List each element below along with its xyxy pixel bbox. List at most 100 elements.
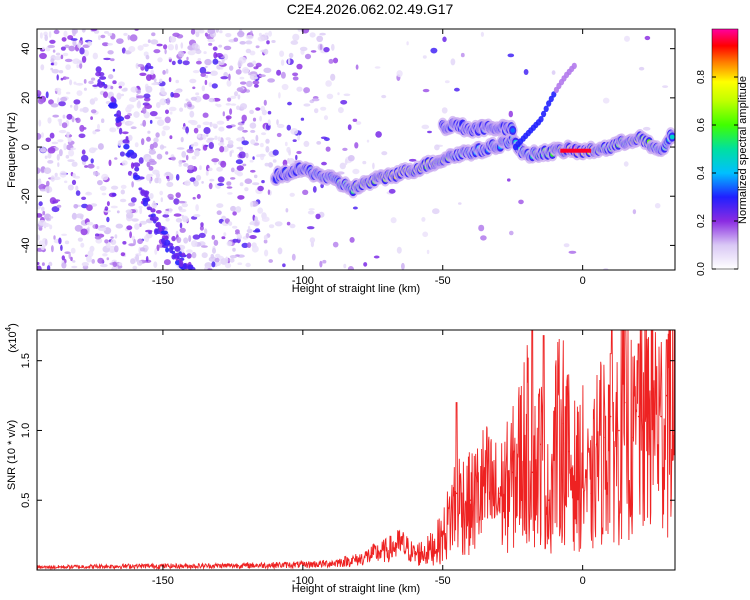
x-tick-label: -50 xyxy=(435,575,451,587)
spectrogram-noise-speckle xyxy=(422,88,430,93)
spectrogram-y-axis-label: Frequency (Hz) xyxy=(6,112,18,188)
spectrogram-noise-speckle xyxy=(308,208,315,211)
spectrogram-noise-speckle xyxy=(58,129,67,134)
spectrogram-noise-speckle xyxy=(86,255,92,263)
spectrogram-noise-speckle xyxy=(75,117,81,124)
spectrogram-noise-speckle xyxy=(68,149,75,157)
spectrogram-noise-speckle xyxy=(136,89,141,95)
spectrogram-noise-speckle xyxy=(237,30,245,38)
spectrogram-noise-speckle xyxy=(178,206,183,211)
spectrogram-noise-speckle xyxy=(454,87,460,92)
spectrogram-noise-speckle xyxy=(198,29,205,34)
spectrogram-noise-speckle xyxy=(42,210,46,216)
spectrogram-noise-speckle xyxy=(70,38,78,41)
spectrogram-noise-speckle xyxy=(87,250,94,258)
spectrogram-noise-speckle xyxy=(152,142,158,148)
spectrogram-noise-speckle xyxy=(185,126,190,134)
snr-data-point xyxy=(414,552,416,555)
spectrogram-noise-speckle xyxy=(186,249,193,254)
spectrogram-noise-speckle xyxy=(602,97,610,104)
spectrogram-noise-speckle xyxy=(80,242,85,248)
spectrogram-noise-speckle xyxy=(434,144,440,151)
spectrogram-noise-speckle xyxy=(193,214,201,218)
spectrogram-noise-speckle xyxy=(64,240,70,245)
x-tick-label: -50 xyxy=(435,275,451,287)
spectrogram-noise-speckle xyxy=(292,76,299,81)
spectrogram-noise-speckle xyxy=(347,124,352,131)
spectrogram-noise-speckle xyxy=(289,223,296,229)
spectrogram-noise-speckle xyxy=(309,237,316,244)
snr-data-point xyxy=(632,436,634,439)
spectrogram-noise-speckle xyxy=(258,74,266,78)
spectrogram-noise-speckle xyxy=(84,165,89,168)
spectrogram-noise-speckle xyxy=(240,81,247,85)
spectrogram-noise-speckle xyxy=(37,213,43,218)
spectrogram-noise-speckle xyxy=(153,261,158,269)
spectrogram-noise-speckle xyxy=(112,68,116,72)
snr-panel: -150 -100 -50 0 0.5 1.0 1.5 Height of straigh… xyxy=(4,323,676,595)
spectrogram-noise-speckle xyxy=(104,239,109,244)
spectrogram-noise-speckle xyxy=(186,56,189,61)
spectrogram-streak-blob xyxy=(110,96,115,103)
spectrogram-noise-speckle xyxy=(67,159,75,163)
spectrogram-streak-blob xyxy=(176,255,180,260)
spectrogram-noise-speckle xyxy=(172,92,181,98)
spectrogram-noise-speckle xyxy=(38,240,44,246)
spectrogram-noise-speckle xyxy=(274,221,283,227)
spectrogram-noise-speckle xyxy=(146,74,152,81)
spectrogram-noise-speckle xyxy=(69,79,73,86)
spectrogram-noise-speckle xyxy=(215,53,223,58)
spectrogram-noise-speckle xyxy=(173,90,182,93)
spectrogram-noise-speckle xyxy=(165,109,169,115)
spectrogram-noise-speckle xyxy=(148,149,157,155)
spectrogram-noise-speckle xyxy=(237,126,245,131)
spectrogram-noise-speckle xyxy=(267,119,271,126)
spectrogram-noise-speckle xyxy=(82,44,90,48)
spectrogram-noise-speckle xyxy=(190,96,198,101)
spectrogram-noise-speckle xyxy=(255,107,261,111)
spectrogram-noise-speckle xyxy=(145,232,153,239)
y-tick-label: 20 xyxy=(20,92,32,104)
spectrogram-noise-speckle xyxy=(79,108,84,112)
spectrogram-noise-speckle xyxy=(51,245,54,253)
spectrogram-noise-speckle xyxy=(201,181,204,184)
spectrogram-noise-speckle xyxy=(128,202,136,207)
snr-data-point xyxy=(330,562,332,564)
spectrogram-noise-speckle xyxy=(201,85,205,92)
snr-data-point xyxy=(372,552,374,555)
spectrogram-noise-speckle xyxy=(241,67,250,74)
spectrogram-noise-speckle xyxy=(59,149,63,157)
snr-marks xyxy=(37,330,675,570)
spectrogram-noise-speckle xyxy=(229,150,232,157)
spectrogram-noise-speckle xyxy=(87,163,95,169)
spectrogram-noise-speckle xyxy=(259,115,262,122)
spectrogram-noise-speckle xyxy=(76,64,79,69)
spectrogram-noise-speckle xyxy=(211,261,216,268)
spectrogram-noise-speckle xyxy=(62,114,66,119)
spectrogram-noise-speckle xyxy=(92,84,99,88)
spectrogram-noise-speckle xyxy=(320,183,324,189)
spectrogram-noise-speckle xyxy=(303,103,311,107)
spectrogram-noise-speckle xyxy=(375,131,382,138)
spectrogram-noise-speckle xyxy=(442,36,447,43)
spectrogram-noise-speckle xyxy=(406,41,409,46)
spectrogram-noise-speckle xyxy=(110,239,117,246)
spectrogram-noise-speckle xyxy=(107,32,113,37)
spectrogram-noise-speckle xyxy=(133,111,140,118)
spectrogram-noise-speckle xyxy=(232,225,238,229)
spectrogram-noise-speckle xyxy=(52,49,56,53)
spectrogram-noise-speckle xyxy=(229,65,234,71)
spectrogram-noise-speckle xyxy=(217,183,225,186)
spectrogram-noise-speckle xyxy=(118,85,123,89)
spectrogram-noise-speckle xyxy=(303,87,310,94)
spectrogram-noise-speckle xyxy=(172,32,180,37)
spectrogram-noise-speckle xyxy=(276,119,279,126)
spectrogram-noise-speckle xyxy=(75,82,84,86)
spectrogram-noise-speckle xyxy=(134,142,139,148)
spectrogram-noise-speckle xyxy=(175,218,183,223)
spectrogram-noise-speckle xyxy=(219,30,223,34)
spectrogram-noise-speckle xyxy=(94,129,101,132)
spectrogram-noise-speckle xyxy=(199,165,202,171)
spectrogram-noise-speckle xyxy=(202,144,208,151)
spectrogram-noise-speckle xyxy=(381,151,388,156)
